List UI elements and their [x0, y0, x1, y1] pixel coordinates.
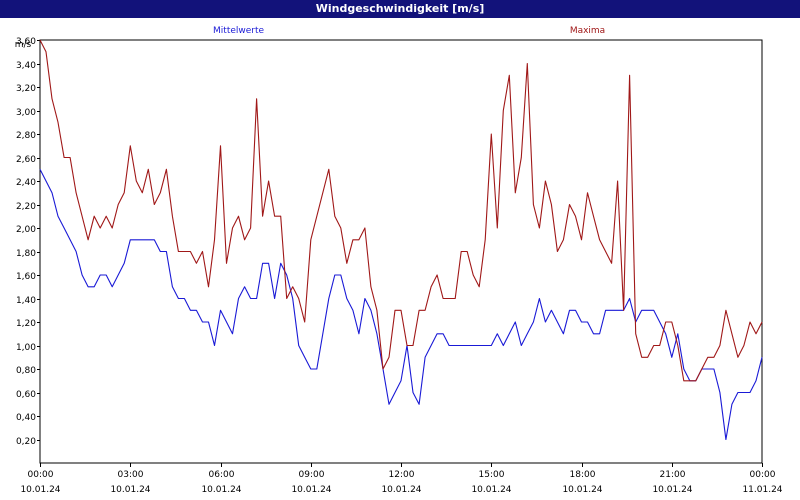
x-tick-time-label: 12:00	[389, 470, 415, 480]
x-tick-time-label: 06:00	[209, 470, 235, 480]
x-tick-time-label: 00:00	[28, 470, 54, 480]
y-tick-label: 2,00	[16, 225, 36, 235]
x-tick-time-label: 21:00	[660, 470, 686, 480]
y-axis-unit-label: m/s	[15, 40, 32, 50]
y-tick-label: 2,80	[16, 131, 36, 141]
y-tick-label: 0,20	[16, 437, 36, 447]
x-tick-time-label: 18:00	[570, 470, 596, 480]
legend-entry-mittelwerte: Mittelwerte	[213, 26, 264, 36]
legend: Mittelwerte Maxima	[213, 26, 605, 36]
y-tick-label: 1,00	[16, 343, 36, 353]
chart-title: Windgeschwindigkeit [m/s]	[0, 0, 800, 18]
series-line-maxima	[39, 39, 763, 382]
x-tick-date-label: 10.01.24	[20, 485, 60, 495]
y-tick-label: 0,60	[16, 390, 36, 400]
axes: 0,20 0,40 0,60 0,80 1,00 1,20 1,40 1,60 1,80 2,00…	[15, 37, 783, 495]
y-tick-label: 2,20	[16, 202, 36, 212]
x-tick-date-label: 10.01.24	[652, 485, 692, 495]
x-tick-time-label: 00:00	[750, 470, 776, 480]
y-tick-label: 0,80	[16, 366, 36, 376]
plot-frame	[39, 39, 763, 464]
series-lines	[39, 39, 763, 441]
x-tick-time-label: 03:00	[118, 470, 144, 480]
x-tick-date-label: 10.01.24	[381, 485, 421, 495]
y-tick-label: 1,80	[16, 249, 36, 259]
x-tick-date-label: 10.01.24	[562, 485, 602, 495]
x-tick-date-label: 10.01.24	[291, 485, 331, 495]
y-tick-label: 0,40	[16, 413, 36, 423]
y-tick-label: 1,60	[16, 272, 36, 282]
y-tick-label: 3,60	[16, 37, 36, 47]
series-line-mittelwerte	[39, 169, 763, 441]
y-tick-label: 3,20	[16, 84, 36, 94]
y-tick-label: 3,00	[16, 108, 36, 118]
x-tick-date-label: 10.01.24	[471, 485, 511, 495]
legend-entry-maxima: Maxima	[570, 26, 605, 36]
y-tick-label: 3,40	[16, 61, 36, 71]
x-tick-date-label: 11.01.24	[742, 485, 782, 495]
chart-canvas: 0,20 0,40 0,60 0,80 1,00 1,20 1,40 1,60 1,80 2,00…	[15, 26, 783, 495]
x-tick-time-label: 09:00	[299, 470, 325, 480]
y-tick-label: 1,20	[16, 319, 36, 329]
x-tick-time-label: 15:00	[479, 470, 505, 480]
y-tick-label: 1,40	[16, 296, 36, 306]
x-tick-date-label: 10.01.24	[110, 485, 150, 495]
y-tick-label: 2,40	[16, 178, 36, 188]
y-tick-label: 2,60	[16, 155, 36, 165]
x-tick-date-label: 10.01.24	[201, 485, 241, 495]
